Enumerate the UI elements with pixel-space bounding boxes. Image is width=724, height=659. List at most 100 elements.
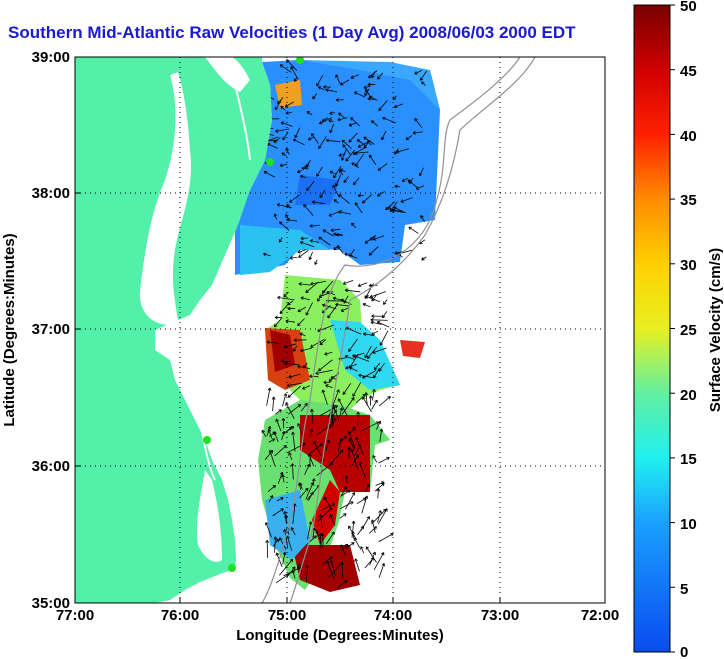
velocity-arrow-head	[326, 560, 330, 563]
velocity-arrow-head	[279, 221, 281, 225]
velocity-arrow-head	[320, 457, 323, 461]
velocity-arrow-head	[318, 514, 321, 518]
velocity-arrow	[279, 537, 287, 550]
velocity-arrow-head	[338, 389, 340, 393]
velocity-arrow-head	[342, 139, 346, 142]
velocity-arrow-head	[356, 411, 359, 415]
velocity-arrow	[282, 552, 286, 565]
velocity-arrow-head	[299, 482, 303, 486]
velocity-arrow	[338, 211, 351, 215]
velocity-arrow-head	[266, 340, 270, 343]
velocity-arrow-head	[300, 238, 304, 241]
velocity-arrow-head	[371, 331, 374, 335]
velocity-arrow-head	[340, 561, 343, 565]
velocity-arrow-head	[394, 106, 398, 109]
velocity-arrow-head	[274, 485, 276, 489]
velocity-arrow-head	[318, 120, 322, 124]
velocity-arrow	[340, 486, 347, 496]
velocity-arrow-head	[405, 136, 408, 140]
velocity-arrow-head	[335, 98, 339, 101]
velocity-arrow	[363, 333, 375, 336]
velocity-arrow	[311, 133, 319, 144]
velocity-arrow	[419, 70, 427, 81]
velocity-arrow	[335, 303, 350, 307]
velocity-arrow-head	[302, 386, 305, 390]
velocity-arrow	[337, 117, 348, 121]
velocity-arrow-head	[265, 522, 269, 525]
velocity-arrow-head	[306, 111, 309, 115]
velocity-arrow	[273, 538, 279, 547]
velocity-arrow-head	[309, 428, 313, 432]
velocity-arrow-head	[290, 66, 294, 69]
velocity-arrow-head	[296, 169, 300, 173]
velocity-arrow	[414, 118, 423, 128]
velocity-arrow-head	[359, 461, 362, 464]
velocity-arrow-head	[370, 519, 373, 523]
velocity-arrow-head	[372, 455, 376, 458]
velocity-arrow	[365, 546, 377, 563]
velocity-arrow-head	[319, 196, 323, 199]
velocity-arrow-head	[331, 531, 335, 534]
velocity-arrow-head	[309, 225, 313, 228]
station-marker	[266, 158, 274, 166]
velocity-arrow	[354, 91, 366, 98]
velocity-arrow	[326, 139, 341, 143]
velocity-arrow-head	[345, 354, 349, 357]
velocity-arrow-head	[287, 385, 291, 388]
velocity-arrow-head	[368, 76, 372, 79]
velocity-arrow	[351, 222, 357, 229]
velocity-arrow	[305, 535, 317, 546]
velocity-arrow	[355, 153, 365, 167]
velocity-arrow-head	[351, 222, 355, 225]
velocity-arrow-head	[350, 117, 354, 119]
velocity-arrow-head	[400, 199, 404, 203]
velocity-arrow-head	[263, 253, 266, 257]
velocity-arrow-head	[357, 195, 361, 198]
velocity-arrow-head	[370, 296, 374, 299]
velocity-arrow-head	[300, 350, 304, 353]
velocity-arrow-head	[322, 304, 325, 308]
velocity-arrow	[414, 69, 423, 75]
velocity-arrow	[298, 249, 309, 258]
velocity-arrow-head	[326, 291, 329, 295]
velocity-arrow	[402, 177, 409, 182]
velocity-arrow-head	[332, 417, 336, 421]
velocity-arrow-head	[338, 438, 342, 442]
velocity-arrow	[308, 136, 315, 141]
velocity-arrow	[371, 519, 376, 534]
velocity-arrow-head	[330, 560, 334, 563]
velocity-arrow-head	[324, 354, 328, 356]
colorbar-tick-label: 5	[680, 581, 688, 598]
velocity-arrow	[328, 449, 344, 466]
velocity-arrow-head	[333, 248, 337, 251]
velocity-arrow-head	[325, 89, 329, 92]
velocity-arrow	[312, 93, 318, 100]
velocity-arrow	[306, 111, 313, 116]
velocity-arrow	[277, 296, 295, 301]
velocity-arrow-head	[354, 558, 356, 562]
velocity-arrow-head	[285, 320, 289, 323]
velocity-arrow-head	[286, 59, 290, 61]
velocity-arrow	[306, 180, 315, 191]
velocity-arrow	[420, 215, 425, 222]
velocity-arrow-head	[310, 409, 313, 413]
velocity-arrow	[354, 202, 363, 214]
velocity-arrow-head	[394, 253, 398, 255]
velocity-arrow	[340, 307, 349, 312]
velocity-arrow-head	[311, 408, 314, 412]
velocity-arrow-head	[284, 529, 287, 532]
velocity-arrow-head	[362, 202, 366, 204]
velocity-arrow	[357, 411, 359, 426]
velocity-arrow	[303, 204, 314, 216]
velocity-arrow-head	[322, 229, 325, 233]
velocity-arrow-head	[345, 475, 349, 479]
velocity-arrow	[368, 154, 377, 166]
velocity-arrow	[348, 338, 358, 352]
velocity-arrow	[285, 112, 292, 114]
velocity-arrow-head	[283, 344, 287, 348]
y-tick-label: 35:00	[32, 595, 70, 612]
velocity-arrow-head	[332, 503, 336, 507]
velocity-arrow-head	[354, 151, 358, 154]
velocity-arrow-head	[280, 106, 282, 110]
velocity-arrow-head	[298, 567, 301, 571]
